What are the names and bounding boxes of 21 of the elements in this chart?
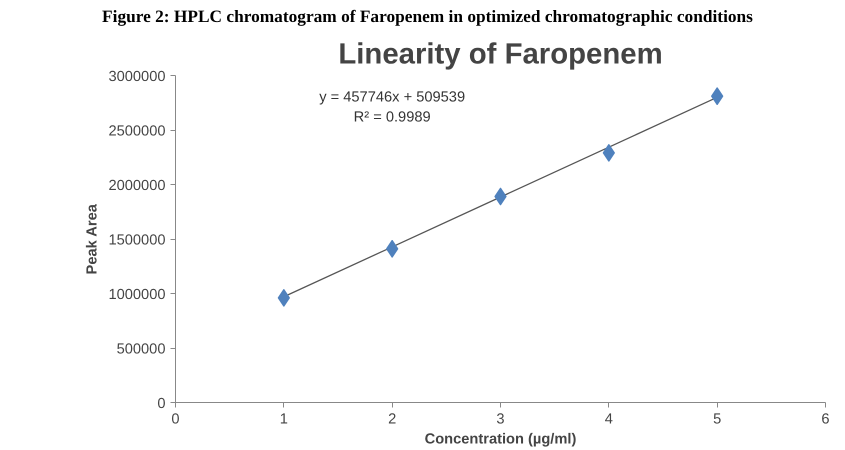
annotation: y = 457746x + 509539 [319, 90, 466, 106]
x-tick-label: 6 [821, 412, 830, 428]
y-tick-label: 2000000 [108, 178, 166, 194]
y-tick-label: 1000000 [108, 287, 166, 303]
x-tick-label: 4 [604, 412, 613, 428]
chart-title: Linearity of Faropenem [338, 38, 663, 70]
point [494, 187, 507, 206]
x-tick-label: 5 [713, 412, 722, 428]
x-tick-label: 0 [171, 412, 180, 428]
annotation: R² = 0.9989 [354, 110, 431, 126]
y-tick-label: 500000 [116, 342, 166, 358]
y-tick-label: 0 [157, 396, 166, 412]
y-tick-label: 1500000 [108, 232, 166, 248]
x-tick-label: 1 [280, 412, 288, 428]
y-axis-title: Peak Area [84, 203, 100, 274]
x-tick-label: 2 [388, 412, 396, 428]
x-tick-label: 3 [496, 412, 505, 428]
y-tick-label: 2500000 [108, 124, 166, 140]
x-axis-title: Concentration (µg/ml) [424, 432, 576, 448]
y-tick-label: 3000000 [108, 69, 166, 85]
caption: Figure 2: HPLC chromatogram of Faropenem in optimized chromatographic conditions [102, 6, 753, 28]
